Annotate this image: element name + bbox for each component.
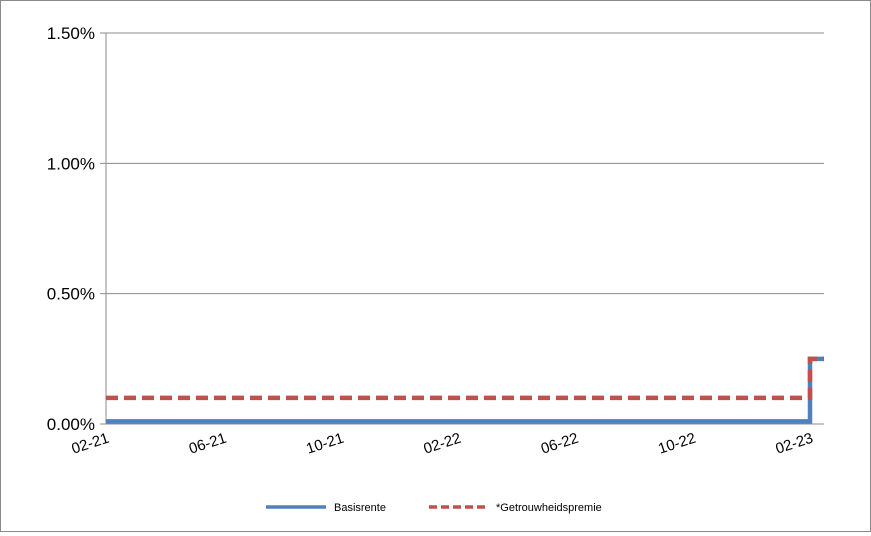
y-axis-ticks: 0.00% 0.50% 1.00% 1.50% [47, 24, 106, 434]
y-tick-label: 0.00% [47, 415, 95, 434]
y-tick-label: 1.00% [47, 154, 95, 173]
legend: Basisrente *Getrouwheidspremie [266, 502, 602, 514]
series-line [106, 356, 824, 401]
series-line [106, 356, 824, 424]
grid-lines [105, 32, 824, 425]
x-tick-label: 10-22 [656, 430, 698, 458]
legend-label: *Getrouwheidspremie [496, 502, 602, 514]
y-tick-label: 1.50% [47, 24, 95, 43]
y-tick-label: 0.50% [47, 285, 95, 304]
x-tick-label: 02-23 [773, 430, 815, 458]
x-tick-label: 06-21 [187, 430, 229, 458]
x-tick-label: 10-21 [304, 430, 346, 458]
x-tick-label: 02-22 [421, 430, 463, 458]
legend-label: Basisrente [334, 502, 386, 514]
series-lines [106, 356, 824, 424]
x-tick-label: 06-22 [539, 430, 581, 458]
x-axis-ticks: 02-21 06-21 10-21 02-22 06-22 10-22 02-23 [69, 430, 815, 458]
